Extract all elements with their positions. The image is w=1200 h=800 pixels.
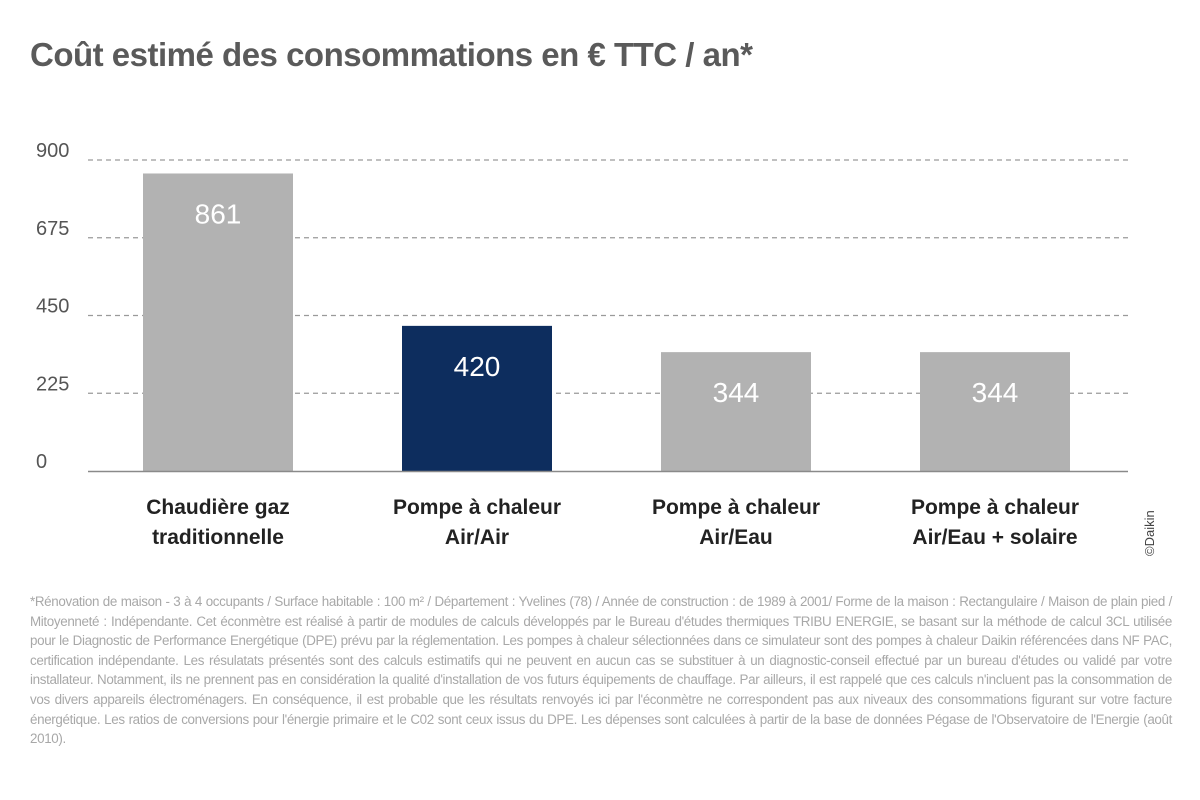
x-tick-label: Pompe à chaleur Air/Eau	[621, 493, 851, 553]
y-tick-label: 675	[36, 218, 69, 240]
bar-value-label: 861	[195, 198, 242, 229]
x-tick-label-line: Pompe à chaleur	[392, 496, 562, 519]
chart-title: Coût estimé des consommations en € TTC /…	[30, 36, 753, 73]
x-tick-label-line: Air/Eau + solaire	[912, 526, 1078, 549]
bar-chart: 0 225 450 675 900 861 420 344 344	[36, 140, 1128, 473]
y-tick-label: 0	[36, 451, 47, 473]
credit-text: ©Daikin	[1142, 510, 1157, 556]
bar-value-label: 420	[454, 351, 501, 382]
y-tick-label: 450	[36, 296, 69, 318]
footnote: *Rénovation de maison - 3 à 4 occupants …	[30, 594, 1172, 747]
x-tick-label-line: Chaudière gaz	[146, 496, 290, 519]
x-tick-label: Chaudière gaz traditionnelle	[103, 493, 333, 553]
y-axis-ticks: 0 225 450 675 900	[36, 140, 69, 473]
y-tick-label: 225	[36, 373, 69, 395]
bars	[143, 173, 1070, 471]
x-tick-label: Pompe à chaleur Air/Eau + solaire	[880, 493, 1110, 553]
bar-value-label: 344	[713, 377, 760, 408]
x-tick-label: Pompe à chaleur Air/Air	[362, 493, 592, 553]
bar	[143, 173, 293, 471]
bar	[920, 352, 1070, 471]
bar-value-label: 344	[972, 377, 1019, 408]
x-tick-label-line: Air/Eau	[699, 526, 773, 549]
bar	[402, 325, 552, 471]
value-labels: 861 420 344 344	[195, 198, 1019, 408]
x-tick-label-line: Pompe à chaleur	[910, 496, 1080, 519]
bar	[661, 352, 811, 471]
x-tick-label-line: traditionnelle	[152, 526, 284, 549]
x-tick-label-line: Air/Air	[444, 526, 510, 549]
y-tick-label: 900	[36, 140, 69, 162]
x-tick-label-line: Pompe à chaleur	[651, 496, 821, 519]
